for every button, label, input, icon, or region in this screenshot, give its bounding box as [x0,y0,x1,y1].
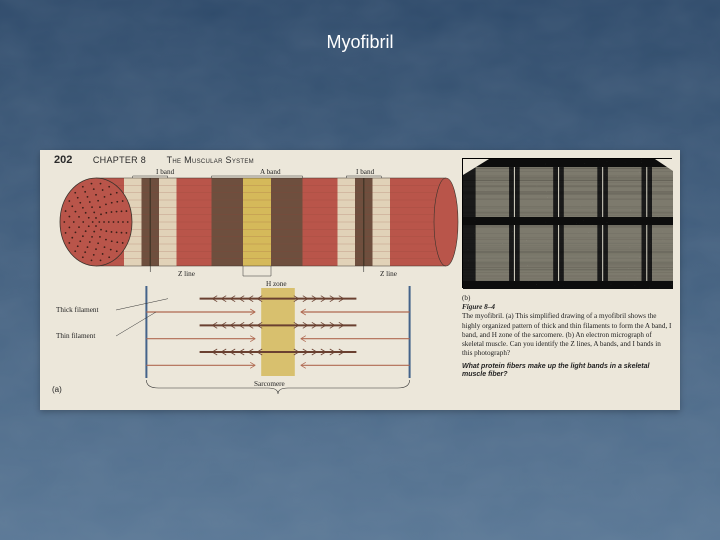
caption-text: The myofibril. (a) This simplified drawi… [462,312,671,357]
slide-title: Myofibril [0,32,720,53]
label-i-band-right: I band [356,168,374,176]
chapter-label: CHAPTER 8 [93,155,146,165]
myofibril-diagram [48,168,460,400]
panel-a-label: (a) [52,385,62,394]
label-h-zone: H zone [266,280,287,288]
label-thin-filament: Thin filament [56,332,95,340]
label-z-line-left: Z line [178,270,195,278]
figure-panel: 202 CHAPTER 8 The Muscular System I band… [40,150,680,410]
label-thick-filament: Thick filament [56,306,99,314]
label-i-band-left: I band [156,168,174,176]
micrograph-svg [463,159,673,289]
chapter-title: The Muscular System [167,155,254,165]
figure-caption: (b) Figure 8–4 The myofibril. (a) This s… [462,294,672,380]
label-a-band: A band [260,168,281,176]
micrograph [462,158,672,288]
panel-b-label: (b) [462,294,470,302]
page-number: 202 [54,154,72,166]
caption-question: What protein fibers make up the light ba… [462,363,672,381]
label-sarcomere: Sarcomere [254,380,285,388]
diagram-area: I band A band I band Z line H zone Z lin… [48,168,460,400]
label-z-line-right: Z line [380,270,397,278]
figure-number: Figure 8–4 [462,303,495,311]
slide: Myofibril 202 CHAPTER 8 The Muscular Sys… [0,0,720,540]
